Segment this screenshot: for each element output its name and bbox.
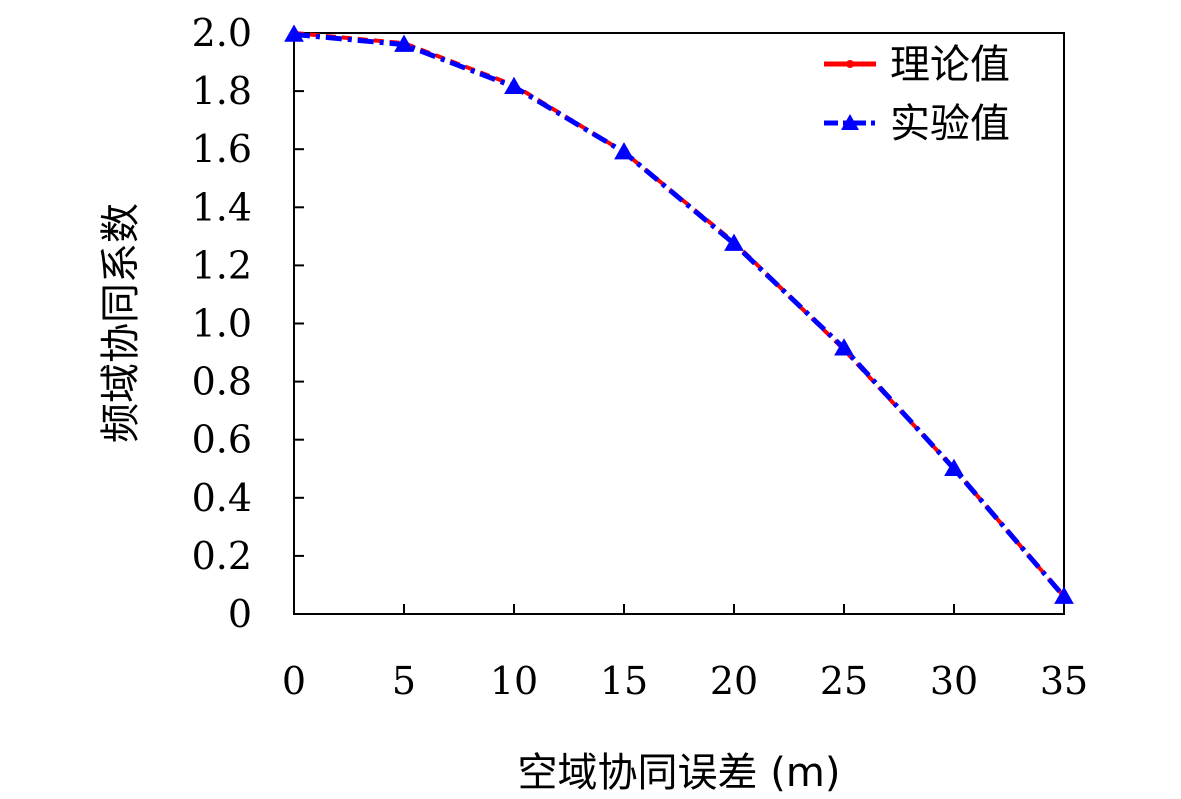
x-tick-label: 25 (820, 659, 868, 703)
data-point (614, 142, 634, 160)
y-tick-label: 1.2 (192, 243, 252, 287)
legend-label: 理论值 (890, 42, 1010, 88)
y-tick-label: 0 (228, 592, 252, 636)
series-2 (284, 24, 1074, 604)
data-point (834, 338, 854, 356)
legend-marker (846, 60, 854, 68)
legend-label: 实验值 (890, 101, 1010, 147)
series-group (284, 24, 1074, 604)
y-tick-label: 1.6 (192, 127, 252, 171)
x-tick-label: 0 (282, 659, 306, 703)
x-axis-title: 空域协同误差 (m) (518, 750, 841, 796)
x-tick-label: 35 (1040, 659, 1088, 703)
y-tick-label: 0.2 (192, 534, 252, 578)
series-line (293, 31, 1066, 599)
x-tick-label: 20 (710, 659, 758, 703)
legend-item-1: 理论值 (824, 42, 1010, 88)
y-tick-label: 0.8 (192, 360, 252, 404)
y-tick-label: 2.0 (192, 11, 252, 55)
x-tick-label: 5 (392, 659, 416, 703)
x-tick-label: 15 (600, 659, 648, 703)
legend-item-2: 实验值 (824, 101, 1010, 147)
data-point (394, 34, 414, 52)
data-point (944, 458, 964, 476)
axes: 0 5 10 15 20 25 30 35 0 0.2 0.4 0.6 0.8 1.0 1.2 1.4 1.6 1… (192, 11, 1089, 703)
y-tick-label: 0.6 (192, 418, 252, 462)
data-point (724, 233, 744, 251)
data-point (284, 24, 304, 42)
x-tick-label: 10 (490, 659, 538, 703)
y-tick-label: 1.4 (192, 185, 252, 229)
y-axis-title: 频域协同系数 (98, 203, 144, 443)
data-point (1054, 586, 1074, 604)
y-tick-label: 1.8 (192, 69, 252, 113)
y-tick-label: 0.4 (192, 476, 252, 520)
data-point (504, 76, 524, 94)
x-tick-label: 30 (930, 659, 978, 703)
legend-marker (841, 114, 859, 130)
y-tick-label: 1.0 (192, 302, 252, 346)
